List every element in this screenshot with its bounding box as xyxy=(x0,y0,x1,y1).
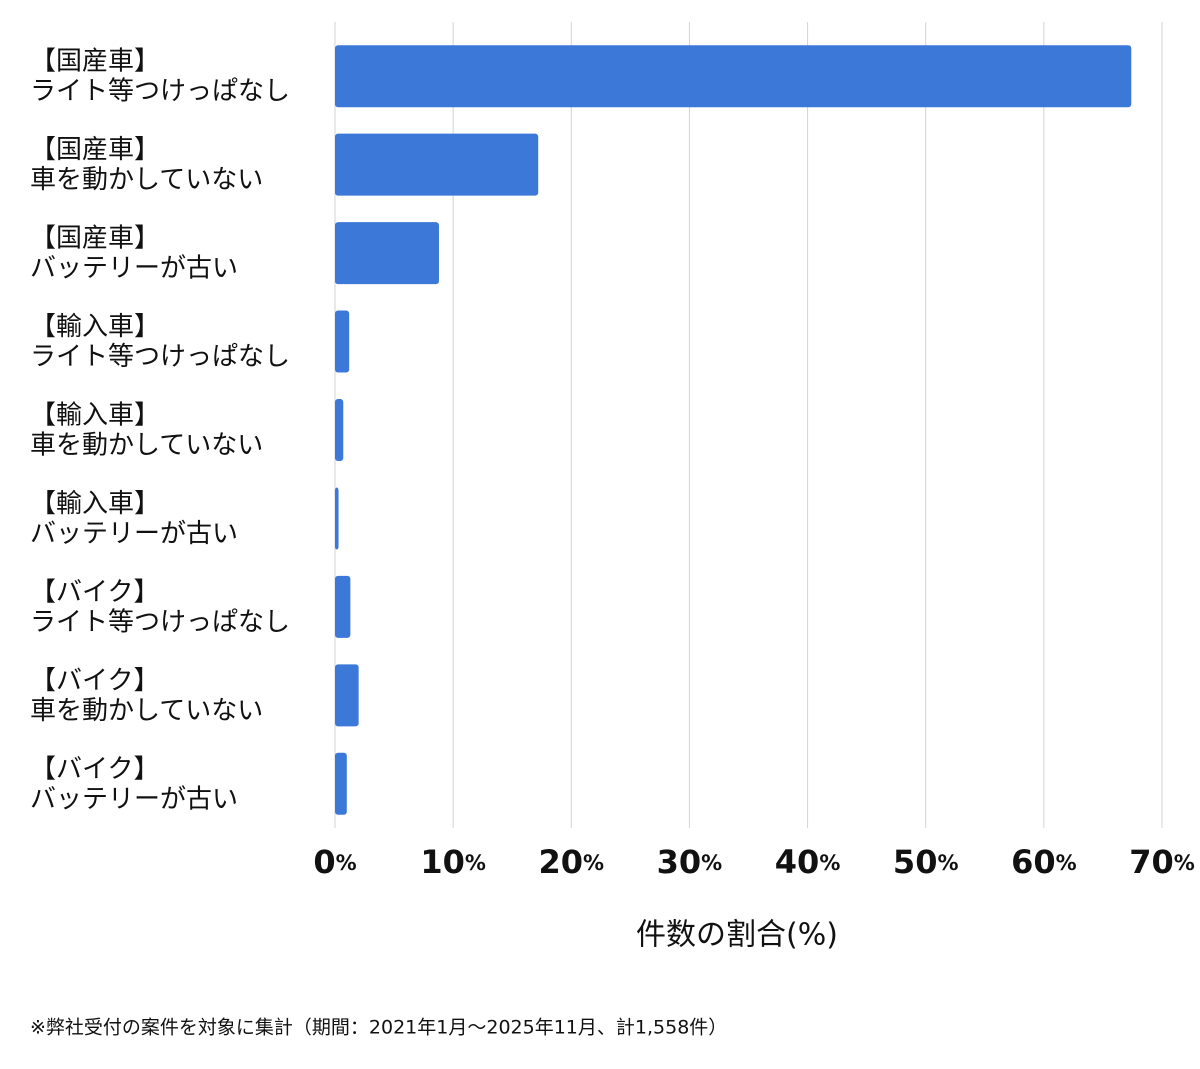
y-tick-label: 【国産車】 xyxy=(30,47,160,77)
footnote: ※弊社受付の案件を対象に集計（期間：2021年1月〜2025年11月、計1,55… xyxy=(30,1017,727,1039)
bar xyxy=(335,752,347,815)
y-tick-label: 【輸入車】 xyxy=(30,312,160,342)
y-tick-label: ライト等つけっぱなし xyxy=(30,77,290,107)
bar xyxy=(335,45,1132,108)
bar xyxy=(335,133,539,196)
y-tick-label: バッテリーが古い xyxy=(30,784,238,814)
y-tick-label: バッテリーが古い xyxy=(30,519,238,549)
y-tick-label: 【国産車】 xyxy=(30,135,160,165)
x-tick-label: 60% xyxy=(1011,843,1077,881)
y-tick-label: 車を動かしていない xyxy=(30,431,263,461)
x-tick-label: 50% xyxy=(893,843,959,881)
y-tick-label: ライト等つけっぱなし xyxy=(30,607,290,637)
y-tick-label: 【バイク】 xyxy=(30,666,159,696)
bar xyxy=(335,664,359,727)
y-tick-label: 【輸入車】 xyxy=(30,401,160,431)
x-tick-label: 0% xyxy=(313,843,356,881)
y-tick-label: 【バイク】 xyxy=(30,754,159,784)
bar xyxy=(335,222,439,285)
y-tick-label: ライト等つけっぱなし xyxy=(30,342,290,372)
y-tick-label: 車を動かしていない xyxy=(30,696,263,726)
bar xyxy=(335,399,344,461)
y-tick-label: 【国産車】 xyxy=(30,224,160,254)
x-tick-label: 30% xyxy=(657,843,723,881)
x-axis-title: 件数の割合(%) xyxy=(636,918,838,953)
x-tick-label: 70% xyxy=(1129,843,1195,881)
x-tick-label: 40% xyxy=(775,843,841,881)
y-tick-label: 【バイク】 xyxy=(30,577,159,607)
bar xyxy=(335,575,351,638)
y-tick-label: バッテリーが古い xyxy=(30,254,238,284)
bar xyxy=(335,487,339,550)
y-tick-label: 車を動かしていない xyxy=(30,165,263,195)
bar xyxy=(335,310,350,373)
x-tick-label: 10% xyxy=(420,843,486,881)
x-tick-label: 20% xyxy=(538,843,604,881)
y-tick-label: 【輸入車】 xyxy=(30,489,160,519)
